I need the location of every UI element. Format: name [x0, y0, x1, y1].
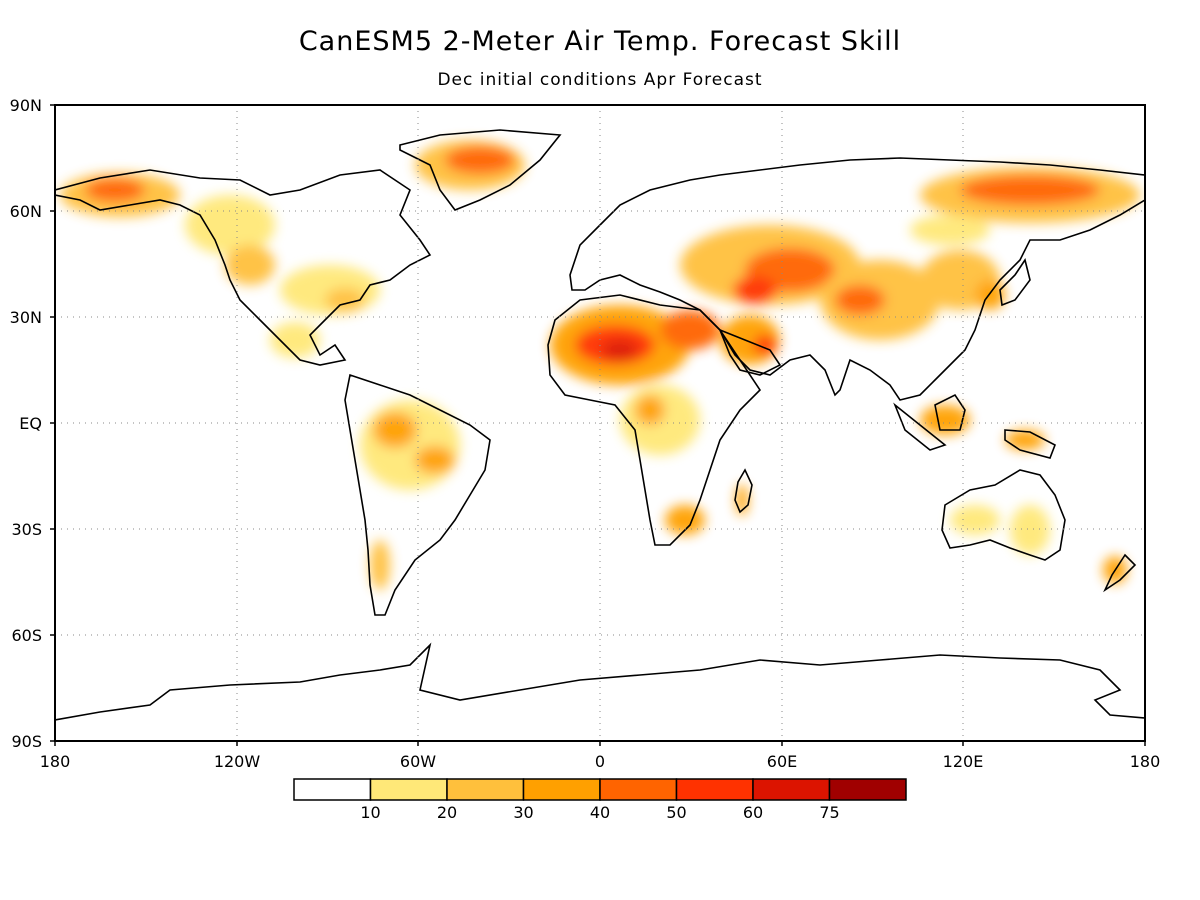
map-title: CanESM5 2-Meter Air Temp. Forecast Skill — [298, 26, 902, 57]
lat-label: 30S — [11, 520, 42, 539]
coastline-japan — [999, 258, 1031, 307]
lon-label: 120W — [214, 752, 261, 771]
skill-region — [85, 178, 145, 202]
skill-region — [602, 340, 638, 360]
skill-region — [660, 310, 720, 350]
skill-region — [270, 322, 320, 358]
lon-labels: 180 120W 60W 0 60E 120E 180 — [40, 752, 1161, 771]
gridlines — [55, 105, 1145, 741]
colorbar-bin — [293, 778, 372, 801]
colorbar-bin — [446, 778, 525, 801]
coastline-madagascar — [734, 468, 753, 514]
coastline-australia — [941, 469, 1066, 561]
colorbar-label: 30 — [513, 803, 533, 822]
skill-region — [753, 335, 777, 355]
skill-region — [225, 245, 275, 285]
lon-label: 0 — [595, 752, 605, 771]
skill-region — [325, 288, 365, 312]
skill-region — [1005, 430, 1045, 450]
colorbar-bin — [522, 778, 601, 801]
colorbar-bin — [828, 778, 907, 801]
skill-shading — [60, 140, 1140, 590]
colorbar-label: 50 — [666, 803, 686, 822]
lon-label: 60E — [767, 752, 797, 771]
map-subtitle: Dec initial conditions Apr Forecast — [437, 70, 763, 90]
skill-region — [910, 215, 990, 245]
lat-label: 90N — [10, 96, 42, 115]
coastline-eurasia — [569, 157, 1145, 401]
skill-region — [185, 195, 275, 255]
colorbar-label: 75 — [819, 803, 839, 822]
skill-region — [370, 540, 390, 590]
coastlines — [55, 129, 1145, 721]
colorbar-bin — [675, 778, 754, 801]
skill-region — [960, 175, 1100, 205]
lon-label: 120E — [943, 752, 984, 771]
colorbar-label: 60 — [743, 803, 763, 822]
lon-ticks — [54, 741, 1146, 746]
skill-region — [975, 280, 1005, 310]
skill-region — [920, 405, 970, 435]
skill-region — [360, 400, 460, 490]
coastline-new-zealand — [1103, 553, 1137, 593]
skill-region — [635, 395, 665, 425]
colorbar-bin — [369, 778, 448, 801]
skill-region — [733, 276, 777, 304]
lat-label: 90S — [11, 732, 42, 751]
lat-label: 60N — [10, 202, 42, 221]
colorbar-label: 10 — [360, 803, 380, 822]
lat-labels: 90N 60N 30N EQ 30S 60S 90S — [10, 96, 42, 751]
coastline-new-guinea — [1004, 429, 1057, 459]
skill-region — [950, 505, 1000, 535]
coastline-north-america — [55, 169, 432, 366]
skill-region — [373, 412, 417, 448]
colorbar-label: 40 — [590, 803, 610, 822]
colorbar-bin — [599, 778, 678, 801]
colorbar-label: 20 — [437, 803, 457, 822]
lat-label: 30N — [10, 308, 42, 327]
coastline-indonesia — [893, 402, 947, 451]
lat-ticks — [50, 104, 55, 742]
lon-label: 60W — [400, 752, 436, 771]
skill-region — [835, 285, 885, 315]
coastline-borneo — [934, 393, 966, 431]
colorbar-bin — [752, 778, 831, 801]
coastline-arabia — [718, 328, 782, 376]
coastline-south-america — [344, 373, 491, 616]
skill-region — [1010, 505, 1050, 555]
coastline-greenland — [399, 129, 562, 211]
lon-label: 180 — [40, 752, 71, 771]
lon-label: 180 — [1130, 752, 1161, 771]
skill-region — [415, 446, 455, 474]
lat-label: EQ — [19, 414, 42, 433]
colorbar: 10 20 30 40 50 60 75 — [293, 778, 907, 822]
skill-region — [445, 146, 515, 174]
coastline-antarctica — [55, 642, 1145, 721]
lat-label: 60S — [11, 626, 42, 645]
